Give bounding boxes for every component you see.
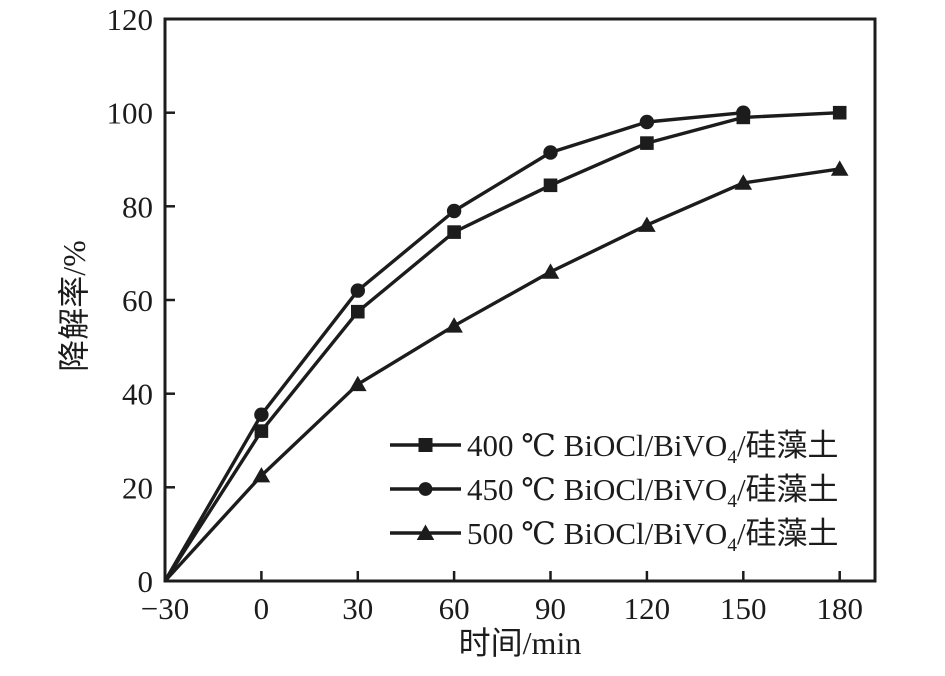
square-marker (640, 136, 654, 150)
circle-marker (639, 114, 655, 130)
x-tick-label: 180 (816, 591, 863, 626)
legend-item: 450 ℃ BiOCl/BiVO4/硅藻土 (390, 467, 839, 511)
y-tick-label: 20 (122, 470, 153, 505)
triangle-marker (638, 216, 656, 232)
legend-item-label: 400 ℃ BiOCl/BiVO4/硅藻土 (467, 427, 839, 468)
legend: 400 ℃ BiOCl/BiVO4/硅藻土 450 ℃ BiOCl/BiVO4/硅… (390, 423, 839, 555)
square-marker (351, 304, 365, 319)
x-tick-label: 120 (624, 591, 671, 626)
legend-item: 400 ℃ BiOCl/BiVO4/硅藻土 (390, 423, 839, 467)
x-tick-label: 30 (342, 591, 373, 626)
x-tick-label: 60 (439, 591, 470, 626)
triangle-marker (541, 263, 560, 279)
y-tick-label: 60 (122, 283, 153, 318)
legend-item-label: 500 ℃ BiOCl/BiVO4/硅藻土 (467, 515, 839, 556)
legend-marker-triangle-icon (390, 524, 461, 540)
legend-marker-circle-icon (390, 482, 461, 496)
x-tick-label: 90 (535, 591, 566, 626)
square-marker (543, 178, 558, 193)
y-tick-label: 120 (107, 2, 154, 37)
x-axis-label: 时间/min (458, 625, 582, 661)
square-marker (832, 105, 847, 120)
x-tick-label: 0 (254, 591, 270, 626)
circle-marker (254, 407, 269, 422)
triangle-marker (830, 160, 849, 176)
triangle-marker (349, 375, 367, 392)
series-line-triangle (163, 167, 840, 583)
circle-marker (543, 145, 558, 160)
triangle-marker (252, 467, 271, 483)
series-line-square (163, 111, 840, 582)
y-tick-label: 0 (138, 564, 154, 599)
square-marker (447, 225, 461, 239)
triangle-marker (734, 174, 753, 190)
legend-marker-square-icon (390, 438, 461, 452)
y-tick-label: 100 (107, 96, 154, 131)
circle-marker (350, 283, 365, 298)
x-tick-label: 150 (720, 591, 767, 626)
square-marker (254, 424, 269, 438)
y-tick-label: 40 (122, 377, 153, 412)
y-tick-label: 80 (122, 189, 153, 224)
y-axis-label: 降解率/% (56, 240, 92, 372)
triangle-marker (445, 317, 463, 333)
legend-item: 500 ℃ BiOCl/BiVO4/硅藻土 (390, 511, 839, 555)
circle-marker (446, 203, 462, 219)
circle-marker (736, 105, 751, 120)
x-tick-label: −30 (141, 591, 189, 626)
legend-item-label: 450 ℃ BiOCl/BiVO4/硅藻土 (467, 471, 839, 512)
